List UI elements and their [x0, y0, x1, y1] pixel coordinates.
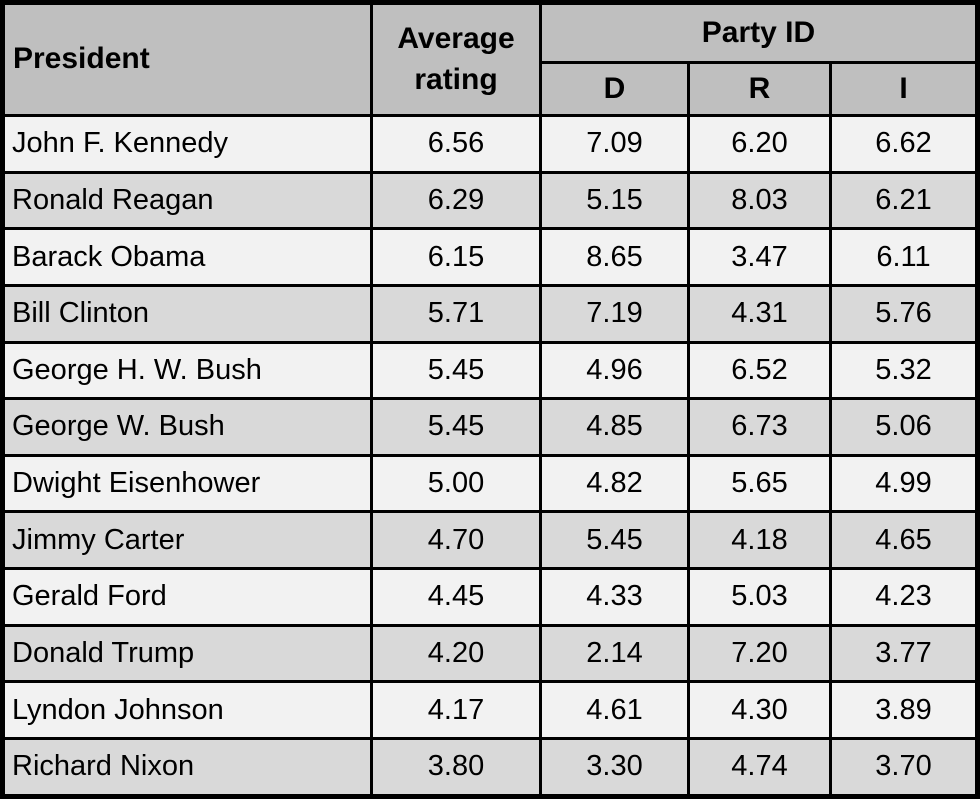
- table-row: Richard Nixon 3.80 3.30 4.74 3.70: [1, 736, 979, 799]
- democrat-rating-cell: 4.33: [539, 567, 690, 627]
- table-body: John F. Kennedy 6.56 7.09 6.20 6.62 Rona…: [1, 114, 979, 799]
- president-name-cell: Richard Nixon: [1, 736, 373, 799]
- republican-rating-cell: 4.31: [687, 283, 832, 344]
- republican-rating-cell: 4.30: [687, 680, 832, 740]
- column-header-average-rating: Average rating: [370, 1, 542, 117]
- table-row: Donald Trump 4.20 2.14 7.20 3.77: [1, 623, 979, 684]
- average-rating-cell: 4.45: [370, 567, 542, 627]
- table-row: Ronald Reagan 6.29 5.15 8.03 6.21: [1, 170, 979, 231]
- independent-rating-cell: 4.65: [829, 510, 979, 570]
- average-rating-cell: 5.00: [370, 453, 542, 514]
- democrat-rating-cell: 4.85: [539, 397, 690, 457]
- independent-rating-cell: 3.70: [829, 736, 979, 799]
- average-rating-cell: 6.56: [370, 114, 542, 174]
- president-name-cell: Jimmy Carter: [1, 510, 373, 570]
- table-row: Jimmy Carter 4.70 5.45 4.18 4.65: [1, 510, 979, 570]
- democrat-rating-cell: 7.09: [539, 114, 690, 174]
- republican-rating-cell: 8.03: [687, 170, 832, 231]
- president-name-cell: Ronald Reagan: [1, 170, 373, 231]
- table-row: George H. W. Bush 5.45 4.96 6.52 5.32: [1, 340, 979, 401]
- republican-rating-cell: 6.73: [687, 397, 832, 457]
- independent-rating-cell: 5.76: [829, 283, 979, 344]
- average-rating-cell: 5.45: [370, 397, 542, 457]
- independent-rating-cell: 6.21: [829, 170, 979, 231]
- table-row: John F. Kennedy 6.56 7.09 6.20 6.62: [1, 114, 979, 174]
- average-rating-cell: 6.15: [370, 227, 542, 287]
- democrat-rating-cell: 4.96: [539, 340, 690, 401]
- president-name-cell: Bill Clinton: [1, 283, 373, 344]
- republican-rating-cell: 4.18: [687, 510, 832, 570]
- independent-rating-cell: 4.99: [829, 453, 979, 514]
- president-name-cell: Donald Trump: [1, 623, 373, 684]
- republican-rating-cell: 3.47: [687, 227, 832, 287]
- table-row: George W. Bush 5.45 4.85 6.73 5.06: [1, 397, 979, 457]
- independent-rating-cell: 6.62: [829, 114, 979, 174]
- democrat-rating-cell: 5.15: [539, 170, 690, 231]
- republican-rating-cell: 6.52: [687, 340, 832, 401]
- independent-rating-cell: 5.32: [829, 340, 979, 401]
- average-rating-cell: 6.29: [370, 170, 542, 231]
- republican-rating-cell: 5.65: [687, 453, 832, 514]
- president-name-cell: Dwight Eisenhower: [1, 453, 373, 514]
- average-rating-cell: 5.71: [370, 283, 542, 344]
- president-name-cell: John F. Kennedy: [1, 114, 373, 174]
- independent-rating-cell: 4.23: [829, 567, 979, 627]
- table-row: Barack Obama 6.15 8.65 3.47 6.11: [1, 227, 979, 287]
- democrat-rating-cell: 5.45: [539, 510, 690, 570]
- column-header-republican: R: [687, 61, 832, 117]
- president-name-cell: Lyndon Johnson: [1, 680, 373, 740]
- independent-rating-cell: 3.77: [829, 623, 979, 684]
- democrat-rating-cell: 7.19: [539, 283, 690, 344]
- republican-rating-cell: 4.74: [687, 736, 832, 799]
- republican-rating-cell: 6.20: [687, 114, 832, 174]
- president-name-cell: George W. Bush: [1, 397, 373, 457]
- democrat-rating-cell: 2.14: [539, 623, 690, 684]
- president-name-cell: Gerald Ford: [1, 567, 373, 627]
- average-rating-cell: 5.45: [370, 340, 542, 401]
- table-header: President Average rating Party ID D R I: [1, 1, 979, 117]
- average-rating-cell: 4.20: [370, 623, 542, 684]
- table-row: Lyndon Johnson 4.17 4.61 4.30 3.89: [1, 680, 979, 740]
- democrat-rating-cell: 4.61: [539, 680, 690, 740]
- table-row: Dwight Eisenhower 5.00 4.82 5.65 4.99: [1, 453, 979, 514]
- independent-rating-cell: 3.89: [829, 680, 979, 740]
- president-name-cell: Barack Obama: [1, 227, 373, 287]
- table-row: Bill Clinton 5.71 7.19 4.31 5.76: [1, 283, 979, 344]
- president-name-cell: George H. W. Bush: [1, 340, 373, 401]
- independent-rating-cell: 5.06: [829, 397, 979, 457]
- democrat-rating-cell: 3.30: [539, 736, 690, 799]
- democrat-rating-cell: 4.82: [539, 453, 690, 514]
- column-header-party-id: Party ID: [539, 1, 979, 64]
- republican-rating-cell: 5.03: [687, 567, 832, 627]
- column-header-president: President: [1, 1, 373, 117]
- column-header-democrat: D: [539, 61, 690, 117]
- average-rating-cell: 4.70: [370, 510, 542, 570]
- democrat-rating-cell: 8.65: [539, 227, 690, 287]
- table-row: Gerald Ford 4.45 4.33 5.03 4.23: [1, 567, 979, 627]
- column-header-independent: I: [829, 61, 979, 117]
- average-rating-cell: 4.17: [370, 680, 542, 740]
- republican-rating-cell: 7.20: [687, 623, 832, 684]
- average-rating-cell: 3.80: [370, 736, 542, 799]
- independent-rating-cell: 6.11: [829, 227, 979, 287]
